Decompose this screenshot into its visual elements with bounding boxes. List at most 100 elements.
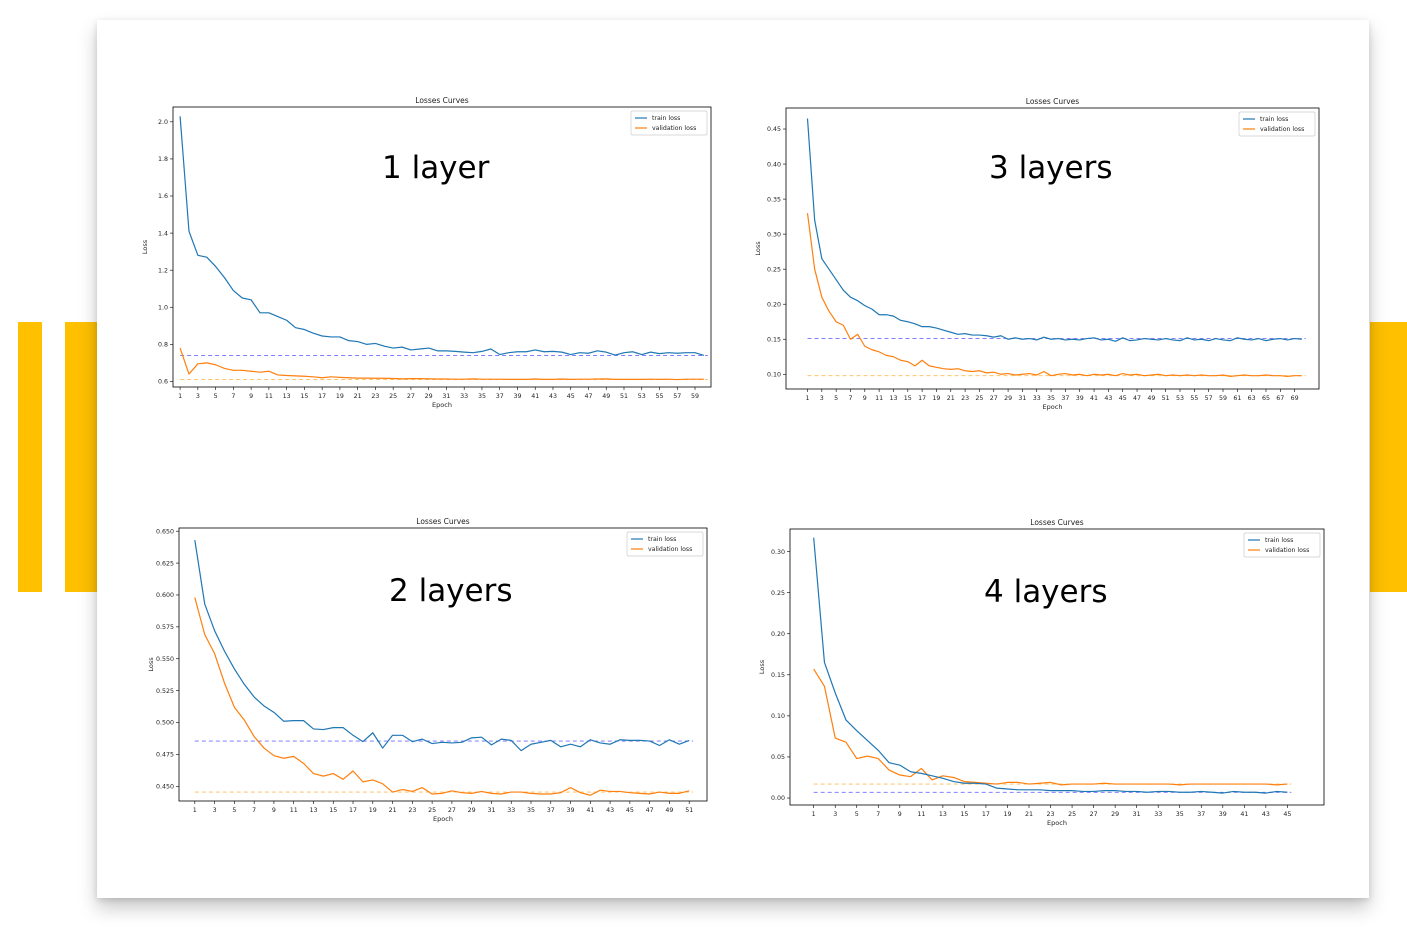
validation-loss-line [194,597,690,796]
x-tick-label: 13 [283,393,291,400]
x-tick-label: 29 [468,807,476,814]
x-tick-label: 5 [232,807,236,814]
y-tick-label: 0.575 [156,624,174,631]
x-tick-label: 11 [875,395,883,402]
y-tick-label: 1.2 [158,267,168,274]
x-tick-label: 37 [496,393,504,400]
x-tick-label: 33 [460,393,468,400]
x-tick-label: 23 [408,807,416,814]
y-tick-label: 1.6 [158,193,168,200]
x-tick-label: 17 [918,395,926,402]
x-tick-label: 33 [507,807,515,814]
x-tick-label: 17 [982,811,990,818]
validation-loss-line [179,347,704,381]
x-tick-label: 27 [448,807,456,814]
y-tick-label: 0.10 [771,713,785,720]
label-1-layer: 1 layer [382,150,490,186]
y-tick-label: 0.450 [156,784,174,791]
chart-panel-1-layer: Losses Curves 1 3 5 7 9 11 13 15 17 19 21 23 25 27 29 31… [97,88,717,409]
x-tick-label: 51 [685,807,693,814]
x-tick-label: 29 [1004,395,1012,402]
chart-title: Losses Curves [1030,518,1083,527]
x-tick-label: 19 [932,395,940,402]
x-tick-label: 43 [1104,395,1112,402]
x-tick-label: 57 [673,393,681,400]
validation-loss-line [813,668,1288,786]
x-tick-label: 39 [567,807,575,814]
x-tick-label: 41 [1090,395,1098,402]
x-tick-label: 7 [231,393,235,400]
x-tick-label: 45 [567,393,575,400]
legend-box [630,110,708,136]
y-tick-label: 0.625 [156,560,174,567]
legend-label-train: train loss [652,115,680,122]
x-tick-label: 31 [487,807,495,814]
legend-label-validation: validation loss [1260,126,1304,133]
x-tick-label: 23 [1047,811,1055,818]
x-tick-label: 13 [939,811,947,818]
x-tick-label: 63 [1248,395,1256,402]
x-tick-label: 23 [371,393,379,400]
x-tick-label: 35 [527,807,535,814]
x-tick-label: 35 [1176,811,1184,818]
validation-loss-line [806,213,1302,377]
x-tick-label: 7 [252,807,256,814]
x-tick-label: 59 [1219,395,1227,402]
y-axis-label: Loss [758,659,766,674]
x-tick-label: 25 [389,393,397,400]
x-tick-label: 67 [1276,395,1284,402]
x-tick-label: 9 [898,811,902,818]
chart-title: Losses Curves [416,517,469,526]
y-axis-label: Loss [754,241,762,256]
train-loss-line [194,540,690,752]
x-tick-label: 39 [1076,395,1084,402]
x-tick-label: 19 [369,807,377,814]
x-tick-label: 3 [820,395,824,402]
x-tick-label: 25 [428,807,436,814]
y-tick-label: 0.600 [156,592,174,599]
x-tick-label: 21 [1025,811,1033,818]
x-tick-label: 37 [1197,811,1205,818]
x-tick-label: 55 [656,393,664,400]
legend-label-train: train loss [648,536,676,543]
y-axis-label: Loss [147,657,155,672]
y-tick-label: 0.475 [156,752,174,759]
y-axis-label: Loss [141,239,149,254]
x-tick-label: 43 [606,807,614,814]
x-tick-label: 31 [442,393,450,400]
chart-panel-2-layers: Losses Curves 1 3 5 7 9 11 13 15 17 19 21 23 25 27 29 31… [97,488,717,823]
x-tick-label: 1 [805,395,809,402]
legend-box [626,531,704,557]
x-tick-label: 35 [478,393,486,400]
x-tick-label: 9 [272,807,276,814]
x-tick-label: 37 [547,807,555,814]
x-tick-label: 47 [584,393,592,400]
legend-label-train: train loss [1265,537,1293,544]
y-tick-label: 0.20 [771,631,785,638]
train-loss-line [806,118,1302,342]
x-tick-label: 57 [1205,395,1213,402]
y-tick-label: 0.650 [156,528,174,535]
x-tick-label: 49 [1147,395,1155,402]
accent-bar-left-wide [65,322,99,592]
y-tick-label: 1.4 [158,230,168,237]
x-tick-label: 7 [876,811,880,818]
y-tick-label: 0.8 [158,342,168,349]
plot-area [172,106,712,388]
x-tick-label: 65 [1262,395,1270,402]
x-tick-label: 45 [1283,811,1291,818]
x-tick-label: 21 [947,395,955,402]
x-tick-label: 3 [196,393,200,400]
x-axis-label: Epoch [1043,403,1063,411]
accent-bar-left [18,322,42,592]
y-tick-label: 0.10 [767,371,781,378]
legend-label-validation: validation loss [1265,547,1309,554]
x-tick-label: 17 [349,807,357,814]
x-tick-label: 49 [602,393,610,400]
x-tick-label: 13 [309,807,317,814]
plot-area [178,527,708,802]
y-tick-label: 0.25 [771,590,785,597]
